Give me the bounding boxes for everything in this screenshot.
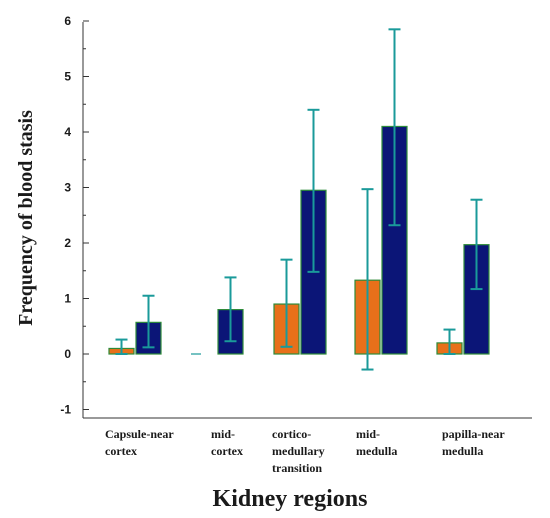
category-label-line: transition bbox=[272, 461, 322, 475]
category-label-line: mid- bbox=[356, 427, 380, 441]
category-label-line: medullary bbox=[272, 444, 325, 458]
y-axis-title: Frequency of blood stasis bbox=[15, 110, 37, 326]
category-label: cortico-medullary transition bbox=[272, 427, 325, 475]
category-label-line: cortex bbox=[105, 444, 137, 458]
category-label-line: mid- bbox=[211, 427, 235, 441]
x-axis-title: Kidney regions bbox=[213, 486, 368, 512]
axes bbox=[82, 20, 532, 419]
category-label-line: cortex bbox=[211, 444, 243, 458]
category-label-line: Capsule-near bbox=[105, 427, 174, 441]
error-bars bbox=[115, 28, 483, 371]
category-label-line: cortico- bbox=[272, 427, 311, 441]
category-label: mid-cortex bbox=[211, 427, 243, 458]
y-tick-label: 6 bbox=[64, 14, 71, 28]
y-tick-label: 3 bbox=[64, 181, 71, 195]
y-tick-label: 2 bbox=[64, 236, 71, 250]
y-tick-label: 5 bbox=[64, 70, 71, 84]
y-tick-label: 1 bbox=[64, 292, 71, 306]
y-tick-label: -1 bbox=[60, 403, 71, 417]
category-label-line: papilla-near bbox=[442, 427, 505, 441]
y-tick-label: 0 bbox=[64, 347, 71, 361]
category-label-line: medulla bbox=[442, 444, 483, 458]
category-labels: Capsule-near cortexmid-cortexcortico-medu… bbox=[105, 427, 505, 475]
category-label: mid-medulla bbox=[356, 427, 397, 458]
category-label-line: medulla bbox=[356, 444, 397, 458]
category-label: papilla-near medulla bbox=[442, 427, 505, 458]
bars bbox=[108, 125, 490, 355]
y-tick-labels: -1 0 1 2 3 4 5 6 bbox=[60, 14, 71, 417]
y-tick-label: 4 bbox=[64, 125, 71, 139]
category-label: Capsule-near cortex bbox=[105, 427, 174, 458]
